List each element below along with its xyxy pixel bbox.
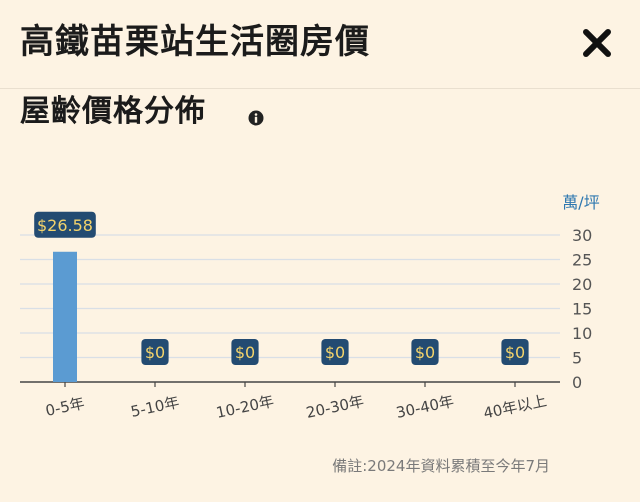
value-label: $0	[505, 343, 525, 362]
value-label-badge	[141, 339, 169, 365]
y-tick-label: 10	[572, 324, 592, 343]
value-label-badge	[411, 339, 439, 365]
x-tick-label: 30-40年	[394, 392, 455, 422]
info-icon[interactable]	[248, 110, 264, 126]
y-tick-label: 20	[572, 275, 592, 294]
value-label: $0	[235, 343, 255, 362]
x-tick-label: 40年以上	[482, 392, 548, 423]
value-label-badge	[34, 211, 96, 238]
value-label-badge	[231, 339, 259, 365]
y-unit-label: 萬/坪	[562, 193, 599, 212]
section-title: 屋齡價格分佈	[20, 94, 206, 129]
value-label: $0	[145, 343, 165, 362]
x-tick-label: 20-30年	[304, 392, 365, 422]
value-label: $0	[325, 343, 345, 362]
x-tick-label: 0-5年	[44, 394, 86, 420]
y-tick-label: 0	[572, 373, 582, 392]
y-tick-label: 25	[572, 251, 592, 270]
header-bar: 高鐵苗栗站生活圈房價	[0, 0, 640, 89]
y-tick-label: 30	[572, 226, 592, 245]
value-label: $26.58	[37, 216, 93, 235]
y-tick-label: 5	[572, 349, 582, 368]
value-label-badge	[501, 339, 529, 365]
page-title: 高鐵苗栗站生活圈房價	[20, 22, 370, 62]
close-icon[interactable]	[578, 24, 616, 62]
footnote: 備註:2024年資料累積至今年7月	[332, 457, 550, 475]
value-label: $0	[415, 343, 435, 362]
price-by-age-chart: 萬/坪 0 5 10 15 20 25 30 $26.58 0-5年 $0 5-10年 $0 10-20年…	[20, 193, 600, 423]
value-label-badge	[321, 339, 349, 365]
x-tick-label: 5-10年	[129, 393, 181, 421]
x-tick-label: 10-20年	[214, 392, 275, 422]
bar	[53, 251, 77, 382]
y-tick-label: 15	[572, 300, 592, 319]
